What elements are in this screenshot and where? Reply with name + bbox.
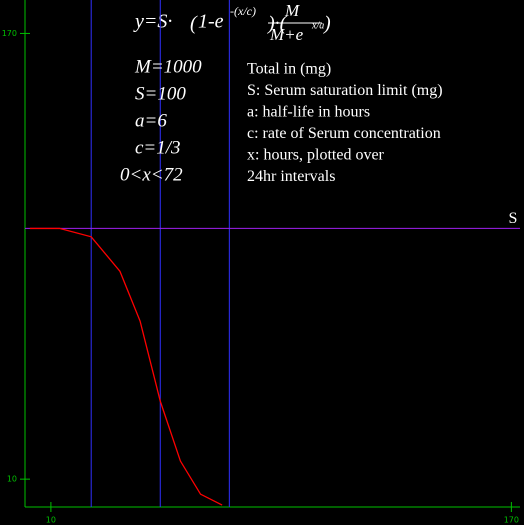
note: Total in (mg) xyxy=(247,61,331,78)
x-tick-label: 170 xyxy=(504,516,519,525)
paren: ( xyxy=(190,13,198,35)
note: c: rate of Serum concentration xyxy=(247,125,441,142)
x-tick-label: 10 xyxy=(46,516,56,525)
formula: y=S· ( 1-e -(x/c) )·( M M+e x/a ) xyxy=(133,1,331,44)
formula-base: 1-e xyxy=(198,11,224,33)
parameter: c=1/3 xyxy=(135,137,181,158)
parameter: 0<x<72 xyxy=(120,164,183,185)
note: S: Serum saturation limit (mg) xyxy=(247,82,443,99)
y-tick-label: 10 xyxy=(7,475,17,484)
note: 24hr intervals xyxy=(247,168,335,185)
formula-lhs: y=S· xyxy=(133,11,172,33)
parameter: S=100 xyxy=(135,83,186,104)
formula-exponent: -(x/c) xyxy=(230,4,256,18)
note: a: half-life in hours xyxy=(247,104,370,121)
note: x: hours, plotted over xyxy=(247,147,385,164)
formula-denominator: M+e xyxy=(269,25,304,44)
paren: ) xyxy=(323,13,331,35)
curve xyxy=(29,227,223,506)
parameter: a=6 xyxy=(135,110,167,131)
saturation-label: S xyxy=(509,210,518,227)
formula-numerator: M xyxy=(284,1,300,20)
parameter: M=1000 xyxy=(134,56,202,77)
y-tick-label: 170 xyxy=(2,29,17,38)
paren: )·( xyxy=(267,13,288,35)
formula-exponent: x/a xyxy=(311,20,324,31)
